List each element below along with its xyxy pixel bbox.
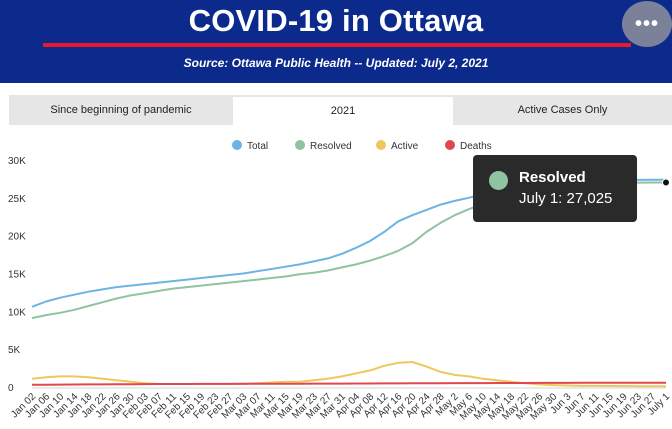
y-tick-label: 10K — [8, 307, 26, 318]
header-banner: COVID-19 in Ottawa Source: Ottawa Public… — [0, 0, 672, 83]
chart-tooltip: Resolved July 1: 27,025 — [473, 155, 637, 222]
legend-label-active: Active — [391, 141, 419, 152]
series-line-active — [31, 361, 666, 388]
y-tick-label: 5K — [8, 345, 21, 356]
page-title: COVID-19 in Ottawa — [188, 3, 484, 38]
legend-label-resolved: Resolved — [310, 141, 352, 152]
series-line-deaths — [32, 381, 666, 386]
y-tick-label: 20K — [8, 232, 26, 243]
y-tick-label: 0 — [8, 383, 14, 394]
tooltip-series-swatch — [489, 171, 508, 190]
more-options-button[interactable]: ••• — [622, 1, 672, 47]
tab-since-beginning[interactable]: Since beginning of pandemic — [50, 104, 192, 116]
tab-active-cases-only[interactable]: Active Cases Only — [517, 104, 608, 116]
tab-2021[interactable]: 2021 — [233, 97, 453, 125]
more-horizontal-icon: ••• — [634, 12, 659, 35]
legend-swatch-deaths — [445, 140, 455, 150]
legend-label-total: Total — [247, 141, 268, 152]
y-tick-label: 25K — [8, 194, 26, 205]
source-subtitle: Source: Ottawa Public Health -- Updated:… — [183, 56, 489, 70]
title-underline — [43, 43, 631, 47]
hover-point-marker — [662, 178, 670, 187]
tab-bar: Since beginning of pandemic 2021 Active … — [9, 95, 672, 125]
legend-label-deaths: Deaths — [460, 141, 492, 152]
y-tick-label: 15K — [8, 270, 26, 281]
tooltip-series-name: Resolved — [519, 169, 586, 186]
y-tick-label: 30K — [8, 156, 26, 167]
legend-swatch-total — [232, 140, 242, 150]
legend-swatch-resolved — [295, 140, 305, 150]
tooltip-value: July 1: 27,025 — [519, 190, 613, 207]
legend-swatch-active — [376, 140, 386, 150]
